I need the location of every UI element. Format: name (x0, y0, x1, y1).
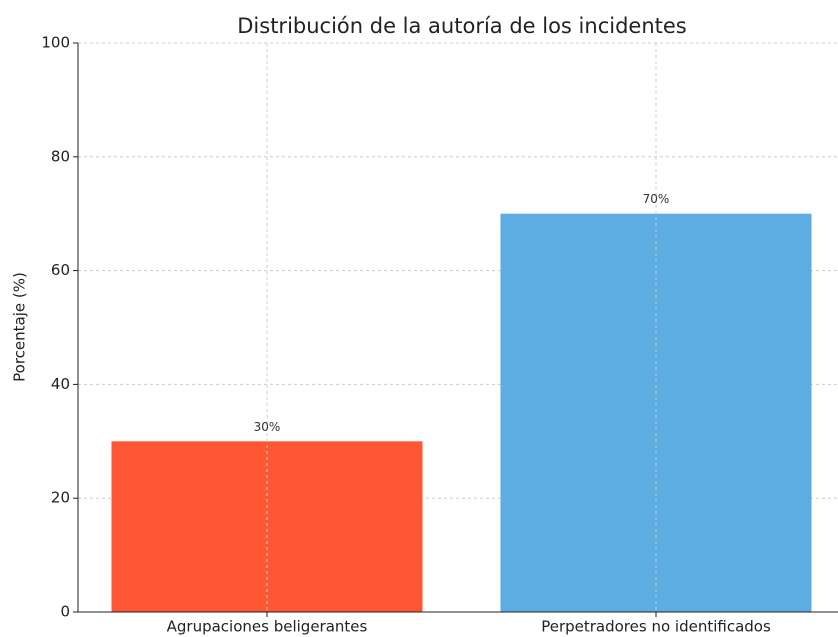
x-tick-label: Agrupaciones beligerantes (167, 618, 368, 636)
y-tick-label: 60 (51, 261, 70, 279)
chart-title: Distribución de la autoría de los incide… (237, 14, 686, 38)
y-axis-label: Porcentaje (%) (11, 272, 29, 382)
y-tick-label: 20 (51, 489, 70, 507)
y-tick-label: 40 (51, 375, 70, 393)
y-tick-label: 80 (51, 147, 70, 165)
y-tick-label: 100 (41, 34, 70, 52)
x-tick-label: Perpetradores no identificados (541, 618, 771, 636)
y-tick-label: 0 (60, 603, 70, 621)
value-label: 70% (643, 192, 670, 206)
bar (111, 441, 423, 612)
value-label: 30% (254, 420, 281, 434)
bar (500, 213, 812, 612)
